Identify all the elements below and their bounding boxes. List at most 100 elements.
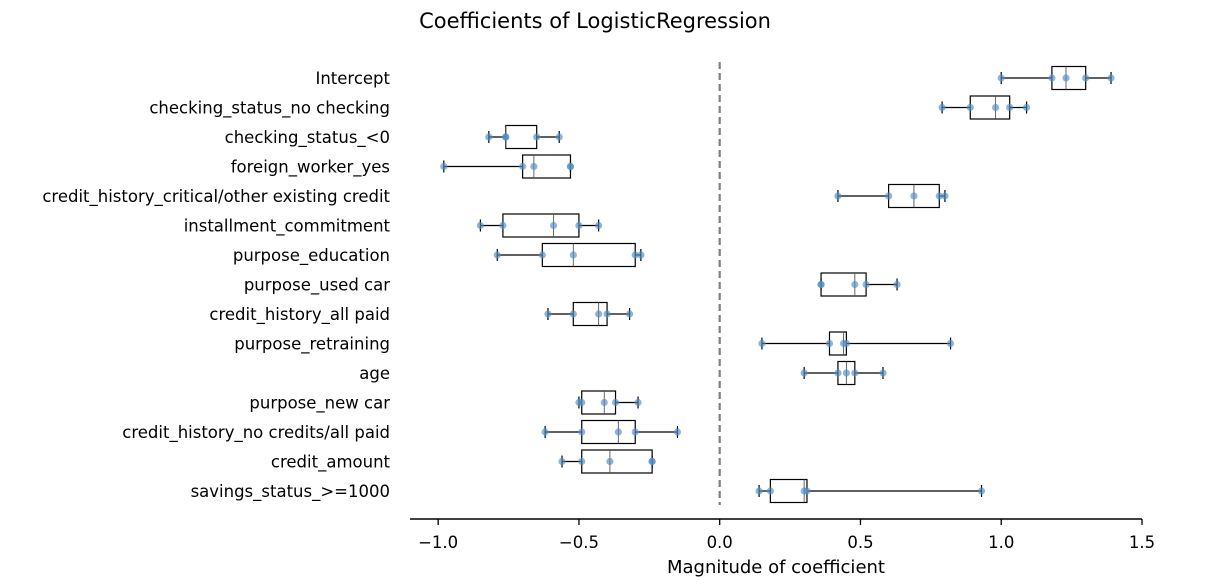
row-label: foreign_worker_yes xyxy=(231,158,390,178)
iqr-box xyxy=(581,449,653,474)
data-point xyxy=(673,428,682,436)
data-point xyxy=(606,457,614,466)
data-point xyxy=(1022,103,1031,112)
row-label: purpose_new car xyxy=(249,394,390,414)
data-point xyxy=(834,192,842,200)
data-point xyxy=(1048,74,1056,82)
data-point xyxy=(997,74,1005,82)
data-point xyxy=(626,310,634,318)
data-point xyxy=(578,398,586,407)
data-point xyxy=(1107,74,1115,82)
x-tick-label: 1.0 xyxy=(988,533,1014,552)
x-tick-label: 0.0 xyxy=(707,533,733,552)
data-point xyxy=(502,133,510,141)
data-point xyxy=(851,369,859,377)
data-point xyxy=(893,280,901,289)
data-point xyxy=(485,133,493,141)
data-point xyxy=(519,162,527,171)
data-point xyxy=(834,369,842,377)
data-point xyxy=(800,369,808,377)
data-point xyxy=(1062,74,1070,82)
x-tick-label: −0.5 xyxy=(559,533,599,552)
x-tick-label: −1.0 xyxy=(418,533,458,552)
x-tick-label: 0.5 xyxy=(847,533,873,552)
iqr-box xyxy=(581,419,636,445)
x-axis-label: Magnitude of coefficient xyxy=(667,557,885,578)
iqr-box xyxy=(522,154,572,179)
data-point xyxy=(842,369,850,377)
data-point xyxy=(549,221,558,230)
row-label: credit_history_all paid xyxy=(209,305,390,325)
iqr-box xyxy=(541,242,636,268)
data-point xyxy=(842,339,850,348)
data-point xyxy=(817,280,825,289)
iqr-box xyxy=(505,124,538,150)
x-tick-label: 1.5 xyxy=(1129,533,1155,552)
data-point xyxy=(910,192,918,200)
iqr-box xyxy=(581,390,617,415)
data-point xyxy=(631,251,639,259)
row-label: purpose_used car xyxy=(244,276,390,296)
data-point xyxy=(595,310,603,318)
data-point xyxy=(541,428,549,436)
data-point xyxy=(966,103,974,112)
data-point xyxy=(879,369,887,377)
data-point xyxy=(1082,74,1090,82)
data-point xyxy=(977,487,986,495)
data-point xyxy=(941,192,949,200)
data-point xyxy=(631,428,639,436)
data-point xyxy=(634,398,642,407)
iqr-box xyxy=(502,213,580,238)
row-label: credit_history_no credits/all paid xyxy=(122,423,390,443)
data-point xyxy=(648,457,656,466)
chart-title: Coefficients of LogisticRegression xyxy=(419,9,771,33)
data-point xyxy=(935,192,943,200)
data-point xyxy=(555,133,563,141)
row-label: purpose_retraining xyxy=(234,335,390,355)
data-point xyxy=(533,133,541,141)
row-label: installment_commitment xyxy=(184,217,391,237)
data-point xyxy=(862,280,870,289)
data-point xyxy=(803,487,811,495)
data-point xyxy=(758,339,766,348)
row-label: credit_amount xyxy=(271,453,391,473)
data-point xyxy=(600,398,608,407)
data-point xyxy=(569,251,577,259)
data-point xyxy=(766,487,774,495)
row-label: credit_history_critical/other existing c… xyxy=(42,187,390,207)
data-point xyxy=(499,221,507,230)
data-point xyxy=(595,221,603,230)
data-point xyxy=(637,251,645,259)
data-point xyxy=(611,398,620,407)
data-point xyxy=(614,428,622,436)
data-point xyxy=(538,251,546,259)
data-point xyxy=(946,339,955,348)
row-label: purpose_education xyxy=(233,246,390,266)
row-label: age xyxy=(359,364,390,383)
data-point xyxy=(544,310,552,318)
data-point xyxy=(851,280,859,289)
data-point xyxy=(569,310,577,318)
row-label: checking_status_no checking xyxy=(149,99,390,119)
data-point xyxy=(530,162,538,171)
data-point xyxy=(440,162,448,171)
data-point xyxy=(825,339,834,348)
data-point xyxy=(1006,103,1014,112)
data-point xyxy=(885,192,893,200)
data-point xyxy=(558,457,566,466)
data-point xyxy=(755,487,763,495)
row-label: checking_status_<0 xyxy=(225,128,390,148)
data-point xyxy=(578,457,586,466)
row-label: Intercept xyxy=(315,69,390,88)
plot-area: −1.0 −0.5 0.0 0.5 1.0 1.5 Intercept checking_st… xyxy=(42,62,1155,552)
data-point xyxy=(476,221,484,230)
data-point xyxy=(603,310,611,318)
data-point xyxy=(566,162,575,171)
row-label: savings_status_>=1000 xyxy=(191,482,390,502)
data-point xyxy=(938,103,946,112)
iqr-box xyxy=(969,95,1011,120)
data-point xyxy=(578,428,586,436)
data-point xyxy=(575,221,583,230)
iqr-box xyxy=(820,272,867,297)
